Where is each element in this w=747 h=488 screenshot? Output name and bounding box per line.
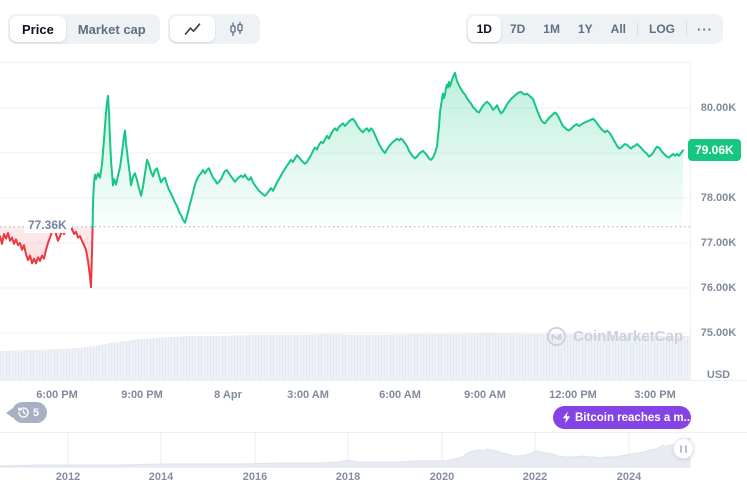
price-line-green xyxy=(91,71,684,228)
history-count: 5 xyxy=(33,406,40,419)
current-price-badge: 79.06K xyxy=(688,139,741,161)
log-scale-toggle[interactable]: LOG xyxy=(649,22,675,36)
year-label: 2018 xyxy=(335,471,361,483)
year-label: 2024 xyxy=(616,471,642,483)
watermark-label: CoinMarketCap xyxy=(573,328,684,345)
watermark: CoinMarketCap xyxy=(546,326,683,347)
history-clock-icon xyxy=(17,406,30,419)
metric-tab-price[interactable]: Price xyxy=(10,16,66,42)
y-tick-label: 76.00K xyxy=(700,282,737,294)
x-tick-label: 9:00 PM xyxy=(121,389,163,401)
line-chart-icon xyxy=(183,21,202,37)
y-tick-label: 80.00K xyxy=(700,102,737,114)
x-tick-label: 12:00 PM xyxy=(549,389,597,401)
divider xyxy=(637,22,638,36)
year-label: 2016 xyxy=(242,471,268,483)
timeline-handle[interactable] xyxy=(673,438,694,459)
x-tick-label: 8 Apr xyxy=(214,389,242,401)
price-area-red xyxy=(0,226,93,288)
candlestick-icon xyxy=(228,21,245,38)
price-line-red xyxy=(0,225,94,289)
range-tab-all[interactable]: All xyxy=(610,22,626,36)
x-tick-label: 3:00 AM xyxy=(287,389,329,401)
y-tick-label: 78.00K xyxy=(700,192,737,204)
range-tab-1m[interactable]: 1M xyxy=(543,22,560,36)
year-label: 2012 xyxy=(55,471,81,483)
range-tab-1y[interactable]: 1Y xyxy=(577,22,593,36)
annotation-label: Bitcoin reaches a m... xyxy=(575,411,691,424)
baseline-price-label: 77.36K xyxy=(24,217,71,233)
history-badge[interactable]: 5 xyxy=(5,402,48,423)
currency-label: USD xyxy=(706,369,731,381)
more-options-button[interactable]: ··· xyxy=(697,21,713,37)
chart-type-toggle xyxy=(168,14,260,44)
year-label: 2014 xyxy=(148,471,174,483)
x-tick-label: 3:00 PM xyxy=(634,389,676,401)
range-tab-1d[interactable]: 1D xyxy=(467,16,501,42)
candlestick-tab[interactable] xyxy=(215,16,258,42)
news-annotation-badge[interactable]: Bitcoin reaches a m... xyxy=(553,406,691,429)
year-label: 2022 xyxy=(522,471,548,483)
line-chart-tab[interactable] xyxy=(170,16,215,42)
metric-toggle: Price Market cap xyxy=(8,14,160,44)
coinmarketcap-logo-icon xyxy=(546,326,567,347)
lightning-icon xyxy=(562,411,571,424)
y-tick-label: 75.00K xyxy=(700,327,737,339)
volume-area xyxy=(0,333,690,380)
range-tab-7d[interactable]: 7D xyxy=(509,22,526,36)
x-tick-label: 9:00 AM xyxy=(464,389,506,401)
x-tick-label: 6:00 PM xyxy=(36,389,78,401)
year-label: 2020 xyxy=(429,471,455,483)
x-tick-label: 6:00 AM xyxy=(379,389,421,401)
range-toggle: 1D 7D 1M 1Y All LOG ··· xyxy=(465,14,723,44)
timeline-area xyxy=(0,437,691,468)
y-tick-label: 77.00K xyxy=(700,237,737,249)
divider xyxy=(686,22,687,36)
metric-tab-market-cap[interactable]: Market cap xyxy=(77,21,146,37)
